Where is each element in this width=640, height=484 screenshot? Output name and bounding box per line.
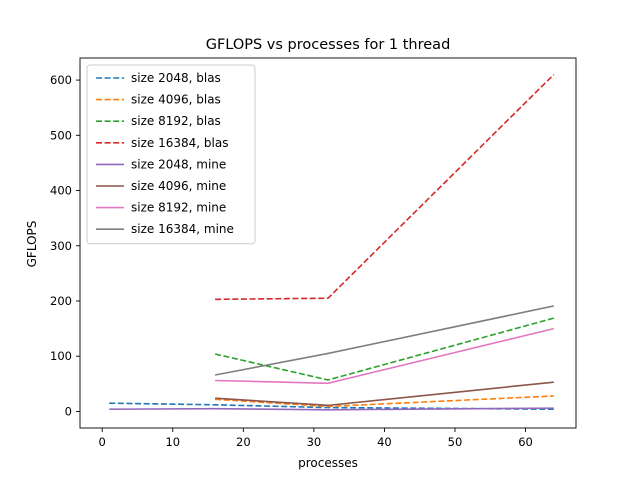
series-line-8 [214,305,554,376]
legend-label: size 16384, mine [131,222,234,236]
chart-title: GFLOPS vs processes for 1 thread [206,37,451,53]
x-axis-label: processes [298,456,358,470]
y-tick-label: 400 [50,184,72,198]
axes-frame [79,57,577,429]
y-tick-label: 500 [50,128,72,142]
y-tick-label: 200 [50,294,72,308]
series-line-3 [214,317,554,381]
y-tick-label: 600 [50,73,72,87]
x-tick-label: 0 [99,435,106,449]
x-tick-label: 10 [165,435,180,449]
x-tick-label: 30 [307,435,322,449]
series-line-4 [215,74,555,301]
legend-label: size 16384, blas [131,136,228,150]
x-axis: 0 10 20 30 40 50 60 [99,428,533,449]
legend-label: size 4096, mine [131,179,226,193]
y-axis: 0 100 200 300 400 500 600 [50,73,80,418]
series-line-5 [109,407,554,411]
y-tick-label: 100 [50,349,72,363]
x-tick-label: 20 [236,435,251,449]
legend-label: size 4096, blas [131,93,221,107]
series-line-7 [215,327,554,385]
legend: size 2048, blas size 4096, blas size 8192,… [86,64,256,245]
series-layer [109,74,555,411]
legend-label: size 8192, blas [131,114,221,128]
legend-label: size 8192, mine [131,201,226,215]
series-line-2 [215,395,554,408]
legend-label: size 2048, blas [131,71,221,85]
legend-box [86,64,256,245]
legend-label: size 2048, mine [131,157,226,171]
y-tick-label: 300 [50,239,72,253]
y-tick-label: 0 [65,404,72,418]
x-tick-label: 40 [377,435,392,449]
x-tick-label: 50 [448,435,463,449]
x-tick-label: 60 [518,435,533,449]
y-axis-label: GFLOPS [25,221,39,268]
series-line-6 [215,381,554,407]
